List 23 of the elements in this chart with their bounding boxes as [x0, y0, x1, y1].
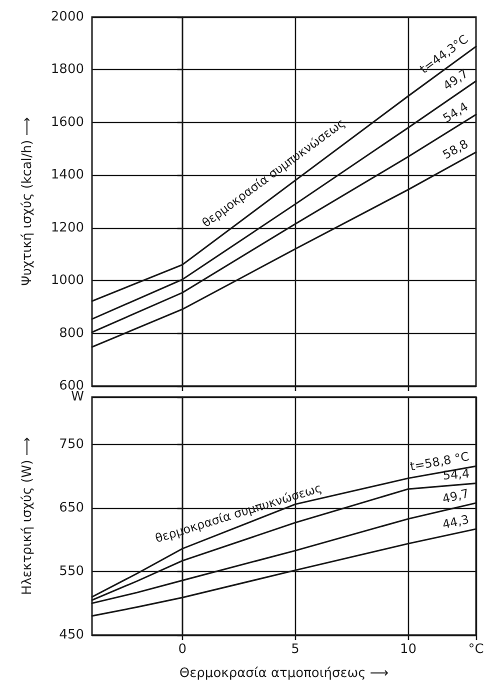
- y-tick-label: 550: [59, 564, 84, 580]
- x-tick-label: 5: [291, 642, 300, 657]
- text: 58,8: [440, 136, 470, 162]
- x-tick-label: °C: [468, 642, 484, 657]
- y-tick-label: 2000: [50, 10, 84, 24]
- y-axis-title: Ηλεκτρική ισχύς (W) ⟶: [20, 437, 35, 595]
- y-tick-label: 1200: [50, 220, 84, 236]
- text: 54,4: [440, 99, 471, 126]
- y-tick-label: 650: [59, 500, 84, 516]
- y-tick-label: 1000: [50, 273, 84, 288]
- y-tick-label: 1400: [50, 168, 84, 183]
- y-tick-label: 800: [59, 326, 84, 341]
- y-tick-label: 1800: [50, 62, 84, 78]
- text: 49,7: [441, 486, 470, 506]
- y-axis-title: Ψυχτική ισχύς (kcal/h) ⟶: [20, 117, 35, 286]
- x-tick-label: 10: [400, 642, 417, 657]
- y-tick-label: 750: [59, 437, 84, 452]
- y-tick-label: W: [71, 390, 84, 404]
- x-tick-label: 0: [178, 642, 186, 657]
- y-tick-label: 1600: [50, 114, 84, 130]
- text: 44,3: [441, 512, 470, 532]
- y-tick-label: 450: [59, 628, 84, 642]
- x-axis-title: Θερμοκρασία ατμοποιήσεως ⟶: [179, 666, 389, 681]
